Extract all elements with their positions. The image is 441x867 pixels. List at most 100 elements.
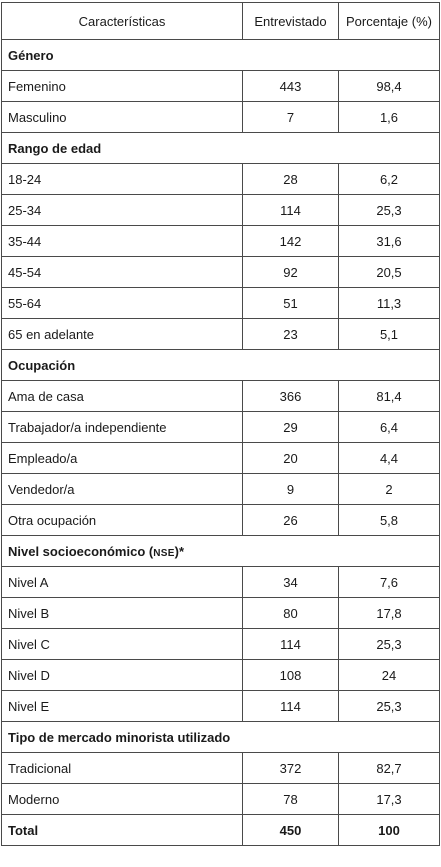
row-percentage: 6,4	[338, 411, 440, 443]
table-row: 18-24 28 6,2	[1, 163, 440, 195]
row-label: Trabajador/a independiente	[1, 411, 243, 443]
row-count: 34	[242, 566, 339, 598]
row-percentage: 82,7	[338, 752, 440, 784]
row-percentage: 98,4	[338, 70, 440, 102]
section-row-occupation: Ocupación	[1, 349, 440, 381]
table-row: 45-54 92 20,5	[1, 256, 440, 288]
row-label: Masculino	[1, 101, 243, 133]
total-count: 450	[242, 814, 339, 846]
row-percentage: 17,3	[338, 783, 440, 815]
row-percentage: 31,6	[338, 225, 440, 257]
row-label: 65 en adelante	[1, 318, 243, 350]
row-count: 29	[242, 411, 339, 443]
row-count: 372	[242, 752, 339, 784]
table-row: Femenino 443 98,4	[1, 70, 440, 102]
section-title: Nivel socioeconómico (NSE)*	[1, 535, 440, 567]
row-percentage: 11,3	[338, 287, 440, 319]
row-label: Tradicional	[1, 752, 243, 784]
row-label: 35-44	[1, 225, 243, 257]
row-percentage: 17,8	[338, 597, 440, 629]
row-percentage: 4,4	[338, 442, 440, 474]
row-count: 108	[242, 659, 339, 691]
row-count: 92	[242, 256, 339, 288]
table-row: 35-44 142 31,6	[1, 225, 440, 257]
table-row: Empleado/a 20 4,4	[1, 442, 440, 474]
row-percentage: 1,6	[338, 101, 440, 133]
section-row-gender: Género	[1, 39, 440, 71]
table-row: Nivel B 80 17,8	[1, 597, 440, 629]
row-count: 366	[242, 380, 339, 412]
row-label: Femenino	[1, 70, 243, 102]
section-title: Ocupación	[1, 349, 440, 381]
row-count: 80	[242, 597, 339, 629]
row-label: Moderno	[1, 783, 243, 815]
row-count: 443	[242, 70, 339, 102]
row-count: 7	[242, 101, 339, 133]
row-label: 18-24	[1, 163, 243, 195]
row-label: 45-54	[1, 256, 243, 288]
section-title-text: Nivel socioeconómico (	[8, 543, 154, 559]
row-label: Vendedor/a	[1, 473, 243, 505]
table-row: Moderno 78 17,3	[1, 783, 440, 815]
row-percentage: 25,3	[338, 628, 440, 660]
table-row: 25-34 114 25,3	[1, 194, 440, 226]
header-characteristics: Características	[1, 2, 243, 40]
row-percentage: 5,1	[338, 318, 440, 350]
row-percentage: 7,6	[338, 566, 440, 598]
row-label: Nivel B	[1, 597, 243, 629]
section-title: Género	[1, 39, 440, 71]
row-count: 51	[242, 287, 339, 319]
row-count: 26	[242, 504, 339, 536]
header-row: Características Entrevistado Porcentaje …	[1, 2, 440, 40]
section-title: Rango de edad	[1, 132, 440, 164]
total-row: Total 450 100	[1, 814, 440, 846]
table-row: Nivel D 108 24	[1, 659, 440, 691]
table-row: 55-64 51 11,3	[1, 287, 440, 319]
row-label: Nivel E	[1, 690, 243, 722]
table-row: Masculino 7 1,6	[1, 101, 440, 133]
row-count: 114	[242, 628, 339, 660]
table-row: Tradicional 372 82,7	[1, 752, 440, 784]
table-row: Nivel A 34 7,6	[1, 566, 440, 598]
row-count: 142	[242, 225, 339, 257]
row-percentage: 6,2	[338, 163, 440, 195]
table-row: Trabajador/a independiente 29 6,4	[1, 411, 440, 443]
row-count: 23	[242, 318, 339, 350]
row-percentage: 20,5	[338, 256, 440, 288]
row-count: 114	[242, 690, 339, 722]
row-percentage: 25,3	[338, 194, 440, 226]
row-percentage: 81,4	[338, 380, 440, 412]
table-row: Nivel C 114 25,3	[1, 628, 440, 660]
row-percentage: 5,8	[338, 504, 440, 536]
row-count: 20	[242, 442, 339, 474]
total-label: Total	[1, 814, 243, 846]
section-title-abbr: NSE	[153, 547, 175, 559]
row-percentage: 25,3	[338, 690, 440, 722]
header-percentage: Porcentaje (%)	[338, 2, 440, 40]
header-respondents: Entrevistado	[242, 2, 339, 40]
table-row: Vendedor/a 9 2	[1, 473, 440, 505]
section-title-suffix: )*	[174, 543, 185, 559]
table-row: 65 en adelante 23 5,1	[1, 318, 440, 350]
table-row: Ama de casa 366 81,4	[1, 380, 440, 412]
demographics-table: Características Entrevistado Porcentaje …	[1, 2, 440, 846]
section-row-market-type: Tipo de mercado minorista utilizado	[1, 721, 440, 753]
row-label: 25-34	[1, 194, 243, 226]
row-count: 114	[242, 194, 339, 226]
total-percentage: 100	[338, 814, 440, 846]
row-label: Otra ocupación	[1, 504, 243, 536]
row-label: Ama de casa	[1, 380, 243, 412]
row-percentage: 24	[338, 659, 440, 691]
table-row: Otra ocupación 26 5,8	[1, 504, 440, 536]
row-label: Nivel A	[1, 566, 243, 598]
section-title: Tipo de mercado minorista utilizado	[1, 721, 440, 753]
row-count: 28	[242, 163, 339, 195]
table-row: Nivel E 114 25,3	[1, 690, 440, 722]
row-label: Empleado/a	[1, 442, 243, 474]
row-label: Nivel D	[1, 659, 243, 691]
row-percentage: 2	[338, 473, 440, 505]
row-label: Nivel C	[1, 628, 243, 660]
row-label: 55-64	[1, 287, 243, 319]
row-count: 9	[242, 473, 339, 505]
